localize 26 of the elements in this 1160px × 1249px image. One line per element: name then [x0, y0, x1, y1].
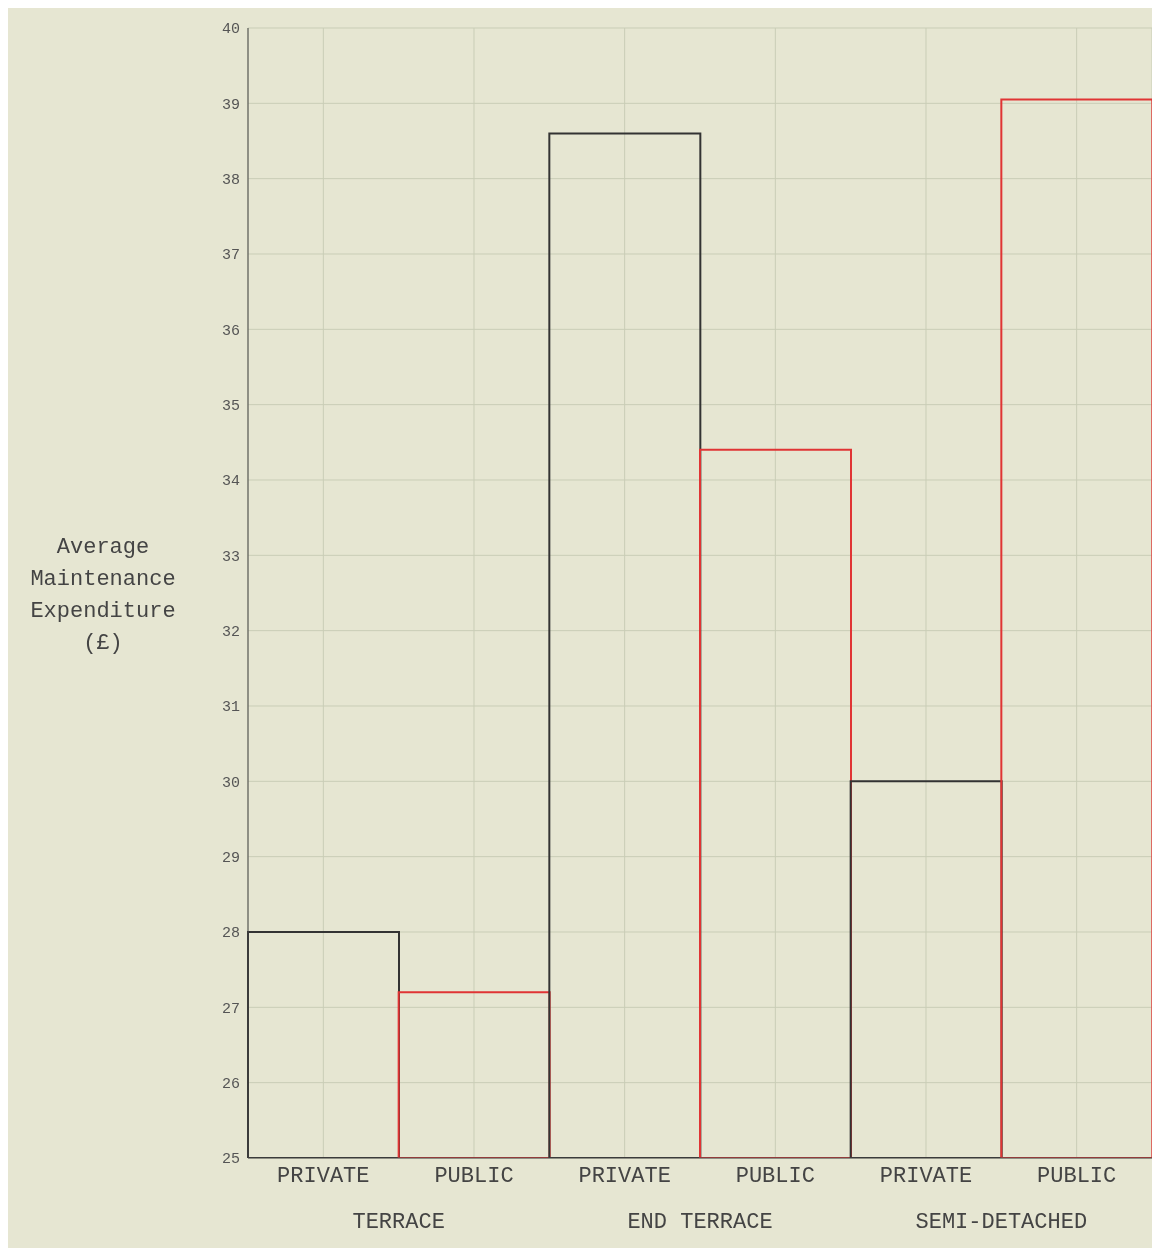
y-axis-title: Average Maintenance Expenditure (£) [30, 535, 176, 656]
x-tick-label: PUBLIC [1037, 1163, 1117, 1189]
y-tick-label: 31 [221, 699, 240, 717]
x-tick-label: PRIVATE [879, 1163, 973, 1189]
y-tick-label: 38 [221, 171, 240, 189]
x-tick-label: PRIVATE [578, 1163, 671, 1189]
y-tick-label: 36 [221, 322, 240, 340]
y-tick-label: 35 [221, 397, 240, 415]
y-tick-label: 29 [221, 849, 240, 867]
y-tick-label: 28 [221, 925, 240, 943]
y-tick-label: 27 [221, 1000, 240, 1018]
x-tick-label: PUBLIC [735, 1163, 815, 1189]
text: END TERRACE [627, 1210, 773, 1235]
y-tick-label: 25 [221, 1151, 240, 1169]
text: SEMI-DETACHED [915, 1210, 1088, 1235]
y-tick-label: 37 [221, 247, 240, 265]
y-tick-label: 26 [221, 1075, 240, 1093]
y-tick-label: 33 [221, 548, 240, 566]
y-tick-label: 32 [221, 623, 240, 641]
y-tick-label: 39 [221, 96, 240, 114]
y-tick-label: 30 [221, 774, 240, 792]
x-tick-label: PUBLIC [434, 1163, 514, 1189]
x-tick-label: PRIVATE [277, 1163, 370, 1189]
y-tick-label: 34 [221, 473, 240, 491]
text: TERRACE [352, 1210, 445, 1235]
y-tick-label: 40 [221, 21, 240, 39]
